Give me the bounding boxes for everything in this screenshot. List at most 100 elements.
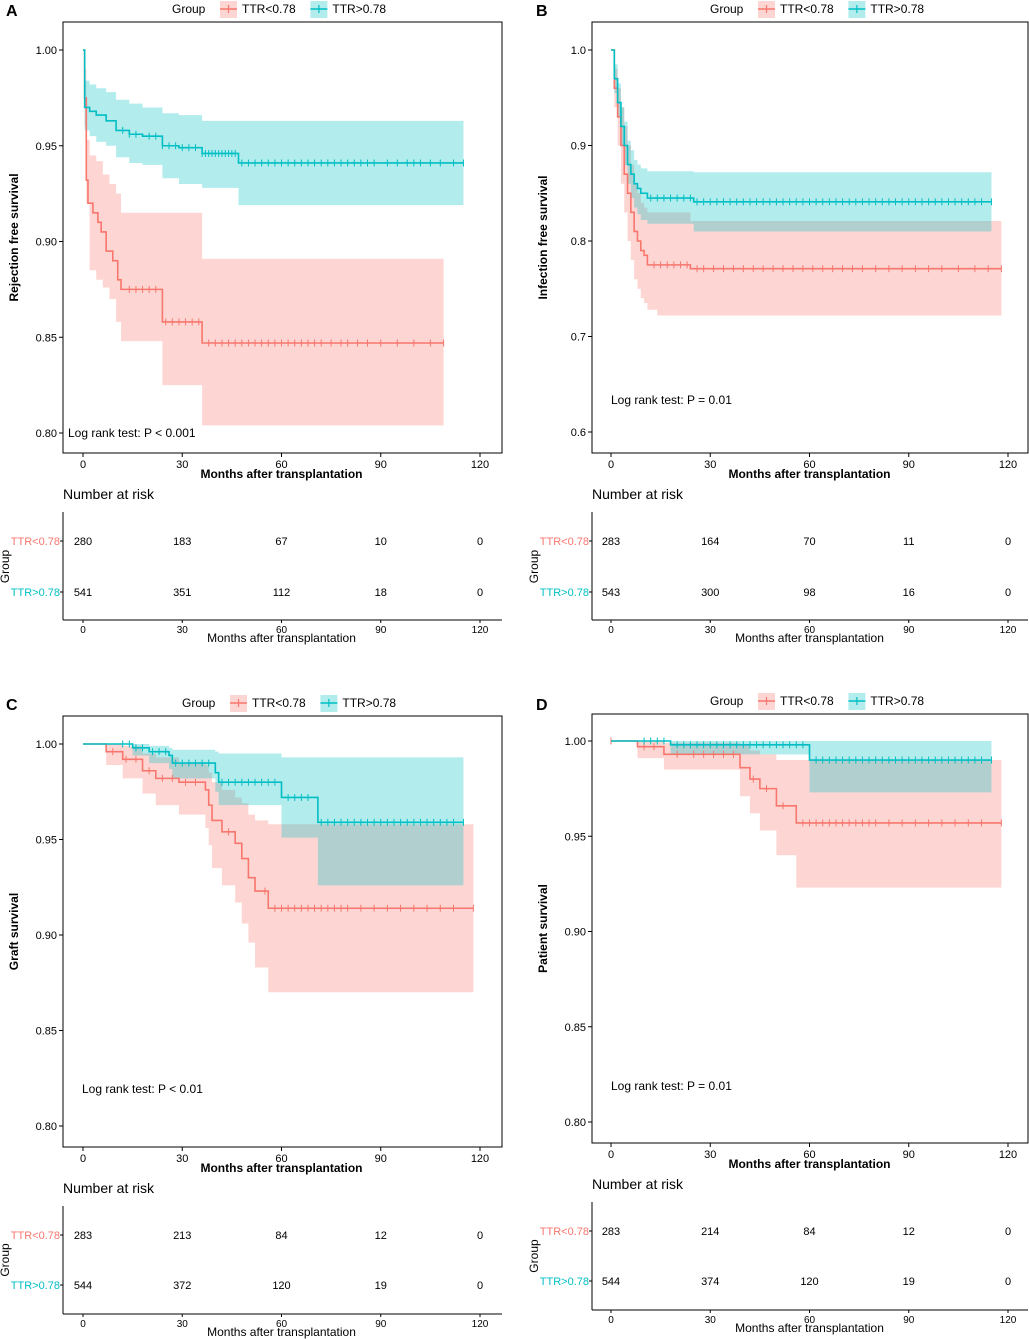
survival-curve-high — [83, 743, 464, 824]
risk-row-label-high: TTR>0.78 — [11, 1280, 60, 1292]
risk-x-tick-label: 90 — [375, 1319, 387, 1330]
risk-x-axis-label: Months after transplantation — [735, 1321, 884, 1335]
panel-letter: C — [6, 697, 18, 714]
risk-count-high: 120 — [800, 1276, 818, 1288]
risk-count-high: 0 — [477, 587, 483, 599]
legend: Group TTR<0.78 TTR>0.78 — [710, 1, 924, 18]
y-tick-label: 0.6 — [571, 427, 586, 439]
risk-count-low: 0 — [1005, 536, 1011, 548]
survival-curve-low — [83, 743, 474, 910]
risk-count-high: 19 — [903, 1276, 915, 1288]
risk-count-high: 0 — [1005, 587, 1011, 599]
x-tick-label: 90 — [903, 1149, 915, 1161]
risk-count-high: 372 — [173, 1280, 191, 1292]
risk-row-label-high: TTR>0.78 — [11, 587, 60, 599]
risk-row-label-low: TTR<0.78 — [11, 536, 60, 548]
y-tick-label: 0.7 — [571, 332, 586, 344]
y-tick-label: 0.80 — [565, 1117, 586, 1129]
y-tick-label: 0.95 — [36, 141, 57, 153]
risk-x-tick-label: 120 — [472, 1319, 489, 1330]
y-tick-label: 0.95 — [36, 835, 57, 847]
plot-frame — [62, 21, 503, 454]
risk-y-label: Group — [527, 1239, 541, 1273]
y-tick-label: 1.00 — [565, 736, 586, 748]
x-tick-label: 30 — [176, 459, 188, 471]
x-axis-label: Months after transplantation — [728, 1157, 890, 1171]
risk-x-tick-label: 30 — [177, 625, 189, 636]
y-tick-label: 0.85 — [565, 1022, 586, 1034]
risk-table: Number at risk TTR<0.78 TTR>0.78 Group 280 54… — [0, 486, 502, 645]
y-tick-label: 0.95 — [565, 831, 586, 843]
legend-label: TTR<0.78 — [780, 2, 834, 16]
y-tick-label: 1.00 — [36, 45, 57, 57]
logrank-annotation: Log rank test: P = 0.01 — [611, 1079, 732, 1093]
risk-count-high: 543 — [602, 587, 620, 599]
x-tick-label: 60 — [275, 459, 287, 471]
risk-x-axis-label: Months after transplantation — [735, 631, 884, 645]
risk-x-tick-label: 60 — [276, 1319, 288, 1330]
risk-count-high: 112 — [273, 587, 291, 599]
legend-title: Group — [710, 694, 744, 708]
risk-x-tick-label: 30 — [705, 1315, 717, 1326]
y-axis-label: Graft survival — [7, 893, 21, 970]
risk-count-high: 98 — [803, 587, 815, 599]
y-tick-label: 1.0 — [571, 45, 586, 57]
risk-row-label-low: TTR<0.78 — [11, 1230, 60, 1242]
risk-count-low: 10 — [375, 536, 387, 548]
y-tick-label: 0.90 — [565, 927, 586, 939]
y-tick-label: 0.90 — [36, 237, 57, 249]
risk-x-tick-label: 60 — [804, 625, 816, 636]
legend-label: TTR>0.78 — [332, 2, 386, 16]
ci-band-low — [83, 744, 474, 993]
risk-x-tick-label: 120 — [1000, 625, 1017, 636]
panel-letter: B — [536, 3, 548, 20]
x-tick-label: 60 — [803, 1149, 815, 1161]
risk-count-high: 0 — [477, 1280, 483, 1292]
x-tick-label: 0 — [80, 1153, 86, 1165]
panel-d: D Group TTR<0.78 TTR>0.78 0.80 0.85 0.90 0.95 1.… — [527, 693, 1029, 1335]
x-tick-label: 120 — [471, 459, 489, 471]
risk-y-label: Group — [0, 550, 12, 584]
risk-count-low: 283 — [74, 1230, 92, 1242]
x-tick-label: 0 — [608, 459, 614, 471]
risk-count-high: 544 — [602, 1276, 620, 1288]
x-tick-label: 120 — [471, 1153, 489, 1165]
risk-y-label: Group — [0, 1243, 12, 1277]
risk-count-high: 541 — [74, 587, 92, 599]
survival-curve-low — [611, 740, 1002, 824]
risk-x-axis-label: Months after transplantation — [207, 631, 356, 645]
x-tick-label: 120 — [999, 1149, 1017, 1161]
risk-x-axis-label: Months after transplantation — [207, 1325, 356, 1339]
risk-count-low: 283 — [602, 536, 620, 548]
x-axis-label: Months after transplantation — [728, 467, 890, 481]
risk-x-tick-label: 0 — [608, 1315, 614, 1326]
y-tick-label: 0.80 — [36, 428, 57, 440]
panel-letter: D — [536, 697, 548, 714]
y-tick-label: 0.90 — [36, 930, 57, 942]
risk-count-low: 213 — [173, 1230, 191, 1242]
x-tick-label: 60 — [275, 1153, 287, 1165]
risk-count-low: 70 — [803, 536, 815, 548]
legend-item-low: TTR<0.78 — [220, 1, 296, 18]
legend-item-high: TTR>0.78 — [848, 1, 924, 18]
risk-x-tick-label: 120 — [472, 625, 489, 636]
x-tick-label: 60 — [803, 459, 815, 471]
risk-row-label-high: TTR>0.78 — [540, 1276, 589, 1288]
risk-row-label-high: TTR>0.78 — [540, 587, 589, 599]
y-tick-label: 1.00 — [36, 739, 57, 751]
risk-count-high: 300 — [701, 587, 719, 599]
risk-x-tick-label: 90 — [375, 625, 387, 636]
risk-count-low: 84 — [275, 1230, 287, 1242]
y-tick-label: 0.8 — [571, 236, 586, 248]
legend-item-low: TTR<0.78 — [758, 1, 834, 18]
risk-count-low: 0 — [477, 1230, 483, 1242]
risk-x-tick-label: 90 — [903, 1315, 915, 1326]
risk-count-low: 0 — [1005, 1226, 1011, 1238]
legend-item-low: TTR<0.78 — [758, 693, 834, 710]
risk-count-low: 214 — [701, 1226, 719, 1238]
x-tick-label: 0 — [80, 459, 86, 471]
x-tick-label: 120 — [999, 459, 1017, 471]
logrank-annotation: Log rank test: P < 0.001 — [68, 426, 196, 440]
survival-curve-high — [611, 740, 992, 761]
